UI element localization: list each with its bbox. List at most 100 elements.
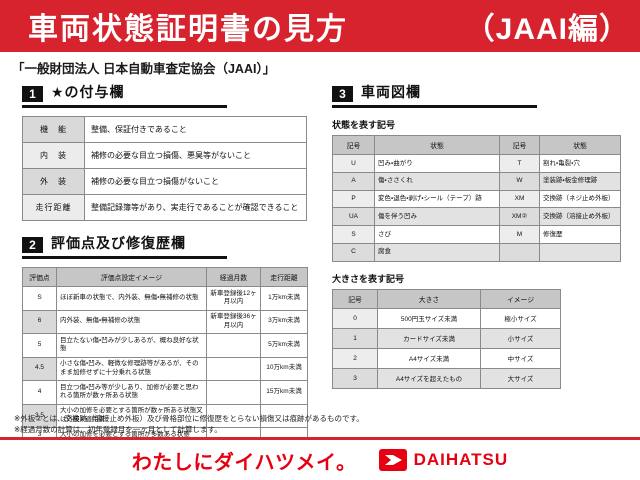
table-row: 機 能 整備、保証付きであること (22, 116, 307, 143)
table-row: 1 カードサイズ未満 小サイズ (332, 327, 561, 349)
symbol-cell: XM② (499, 207, 540, 227)
distance-cell: 1万km未満 (260, 286, 308, 311)
symbol-cell: UA (332, 207, 375, 227)
image-cell: 極小サイズ (480, 307, 561, 329)
state-table-caption: 状態を表す記号 (332, 120, 396, 130)
months-cell (206, 380, 261, 405)
table-row: S さび M 修復歴 (332, 225, 621, 244)
score-cell: 4.5 (22, 356, 57, 382)
criteria-desc-cell: 整備記録簿等があり、実走行であることが確認できること (84, 194, 307, 221)
column-header: 状態 (374, 135, 500, 155)
score-cell: S (22, 286, 57, 311)
footnote-line: ※外板②とは、交換跡（溶接止め外板）及び骨格部位に修復歴をとらない損傷又は痕跡が… (14, 414, 364, 423)
months-cell (206, 333, 261, 358)
months-cell: 新車登録後12ヶ月以内 (206, 286, 261, 311)
symbol-cell: 3 (332, 367, 378, 389)
page-title-edition: （JAAI編） (464, 13, 630, 46)
symbol-cell (499, 242, 540, 262)
criteria-label-cell: 走行距離 (22, 194, 85, 221)
table-row: 走行距離 整備記録簿等があり、実走行であることが確認できること (22, 194, 307, 221)
score-cell: 4 (22, 380, 57, 405)
column-header: 記号 (499, 135, 540, 155)
state-cell: 割れ・亀裂・穴 (539, 154, 621, 173)
size-cell: カードサイズ未満 (377, 327, 481, 349)
desc-cell: 目立つ傷・凹み等が少しあり、加修が必要と思われる箇所が数ヶ所ある状態 (56, 380, 207, 405)
image-cell: 大サイズ (480, 367, 561, 389)
desc-cell: 目立たない傷・凹みが少しあるが、概ね良好な状態 (56, 333, 207, 358)
table-row: 4.5 小さな傷・凹み、軽微な修理跡等があるが、そのまま加修せずに十分乗れる状態… (22, 356, 308, 382)
state-cell: 凹み・曲がり (374, 154, 500, 173)
size-cell: A4サイズを超えたもの (377, 367, 481, 389)
symbol-cell: XM (499, 189, 540, 209)
table-row: 5 目立たない傷・凹みが少しあるが、概ね良好な状態 5万km未満 (22, 333, 308, 358)
score-cell: 5 (22, 333, 57, 358)
distance-cell: 15万km未満 (260, 380, 308, 405)
size-table-caption: 大きさを表す記号 (332, 273, 405, 284)
symbol-cell: U (332, 154, 375, 173)
state-cell: 傷を伴う凹み (374, 207, 500, 227)
state-cell (539, 242, 621, 262)
state-cell: 腐食 (374, 242, 500, 262)
distance-cell: 3万km未満 (260, 309, 308, 335)
table-row: 3.5 大小の加修を必要とする箇所が数ヶ所ある状態又は外板②適用車 (22, 403, 308, 429)
symbol-cell: 1 (332, 327, 378, 349)
table-row: UA 傷を伴う凹み XM② 交換跡（溶接止め外板） (332, 207, 621, 227)
score-cell: 6 (22, 309, 57, 335)
page-title: 車両状態証明書の見方 (28, 13, 348, 46)
table-row: A 傷・ささくれ W 塗装跡・板金修理跡 (332, 171, 621, 191)
column-header: 経過月数 (206, 267, 261, 287)
table-row: 4 目立つ傷・凹み等が少しあり、加修が必要と思われる箇所が数ヶ所ある状態 15万… (22, 380, 308, 405)
footnote-line: ※経過月数の計算は、初年登録月を一ヶ月として計算します。 (14, 425, 222, 435)
title-banner: 車両状態証明書の見方 （JAAI編） (0, 0, 640, 52)
daihatsu-wordmark: DAIHATSU (413, 450, 509, 469)
state-cell: 交換跡（ネジ止め外板） (539, 189, 621, 209)
table-row: 3 A4サイズを超えたもの 大サイズ (332, 367, 561, 389)
score-cell: 3.5 (22, 403, 57, 429)
table-header-row: 記号 大きさ イメージ (332, 288, 561, 309)
symbol-cell: M (499, 225, 540, 244)
section1-number-badge: 1 (22, 86, 43, 102)
section1-title: ★の付与欄 (51, 84, 125, 100)
desc-cell: 小さな傷・凹み、軽微な修理跡等があるが、そのまま加修せずに十分乗れる状態 (56, 356, 207, 382)
column-header: 評価点設定イメージ (56, 267, 207, 287)
state-symbol-table: 記号 状態 記号 状態 U 凹み・曲がり T 割れ・亀裂・穴 A 傷・ささくれ … (332, 135, 621, 262)
criteria-desc-cell: 整備、保証付きであること (84, 116, 307, 143)
column-header: 走行距離 (260, 267, 308, 287)
daihatsu-logo: DAIHATSU (378, 449, 509, 471)
state-cell: 交換跡（溶接止め外板） (539, 207, 621, 227)
size-symbol-table: 記号 大きさ イメージ 0 500円玉サイズ未満 極小サイズ 1 カードサイズ未… (332, 288, 561, 389)
section1-header: 1 ★の付与欄 (22, 82, 227, 108)
symbol-cell: C (332, 242, 375, 262)
size-cell: 500円玉サイズ未満 (377, 307, 481, 329)
state-cell: 塗装跡・板金修理跡 (539, 171, 621, 191)
left-column: 1 ★の付与欄 機 能 整備、保証付きであること 内 装 補修の必要な目立つ損傷… (22, 82, 312, 480)
distance-cell: 10万km未満 (260, 356, 308, 382)
table-header-row: 記号 状態 記号 状態 (332, 135, 621, 155)
table-row: U 凹み・曲がり T 割れ・亀裂・穴 (332, 154, 621, 173)
size-cell: A4サイズ未満 (377, 347, 481, 369)
column-header: イメージ (480, 288, 561, 309)
months-cell: 新車登録後36ヶ月以内 (206, 309, 261, 335)
table-row: 外 装 補修の必要な目立つ損傷がないこと (22, 168, 307, 195)
column-header: 記号 (332, 135, 375, 155)
table-row: S ほぼ新車の状態で、内外装、無傷・無補修の状態 新車登録後12ヶ月以内 1万k… (22, 286, 308, 311)
desc-cell: 内外装、無傷・無補修の状態 (56, 309, 207, 335)
state-cell: 修復歴 (539, 225, 621, 244)
criteria-label-cell: 外 装 (22, 168, 85, 195)
daihatsu-d-mark-icon (378, 449, 407, 471)
column-header: 記号 (332, 288, 378, 309)
column-header: 状態 (539, 135, 621, 155)
table-row: P 変色・退色・剥げ・シール（テープ）跡 XM 交換跡（ネジ止め外板） (332, 189, 621, 209)
symbol-cell: 2 (332, 347, 378, 369)
star-criteria-table: 機 能 整備、保証付きであること 内 装 補修の必要な目立つ損傷、悪臭等がないこ… (22, 116, 307, 221)
section2-header: 2 評価点及び修復歴欄 (22, 233, 227, 259)
symbol-cell: A (332, 171, 375, 191)
symbol-cell: W (499, 171, 540, 191)
desc-cell: ほぼ新車の状態で、内外装、無傷・無補修の状態 (56, 286, 207, 311)
column-header: 評価点 (22, 267, 57, 287)
criteria-label-cell: 内 装 (22, 142, 85, 169)
table-header-row: 評価点 評価点設定イメージ 経過月数 走行距離 (22, 267, 308, 287)
criteria-desc-cell: 補修の必要な目立つ損傷、悪臭等がないこと (84, 142, 307, 169)
symbol-cell: 0 (332, 307, 378, 329)
distance-cell: 5万km未満 (260, 333, 308, 358)
